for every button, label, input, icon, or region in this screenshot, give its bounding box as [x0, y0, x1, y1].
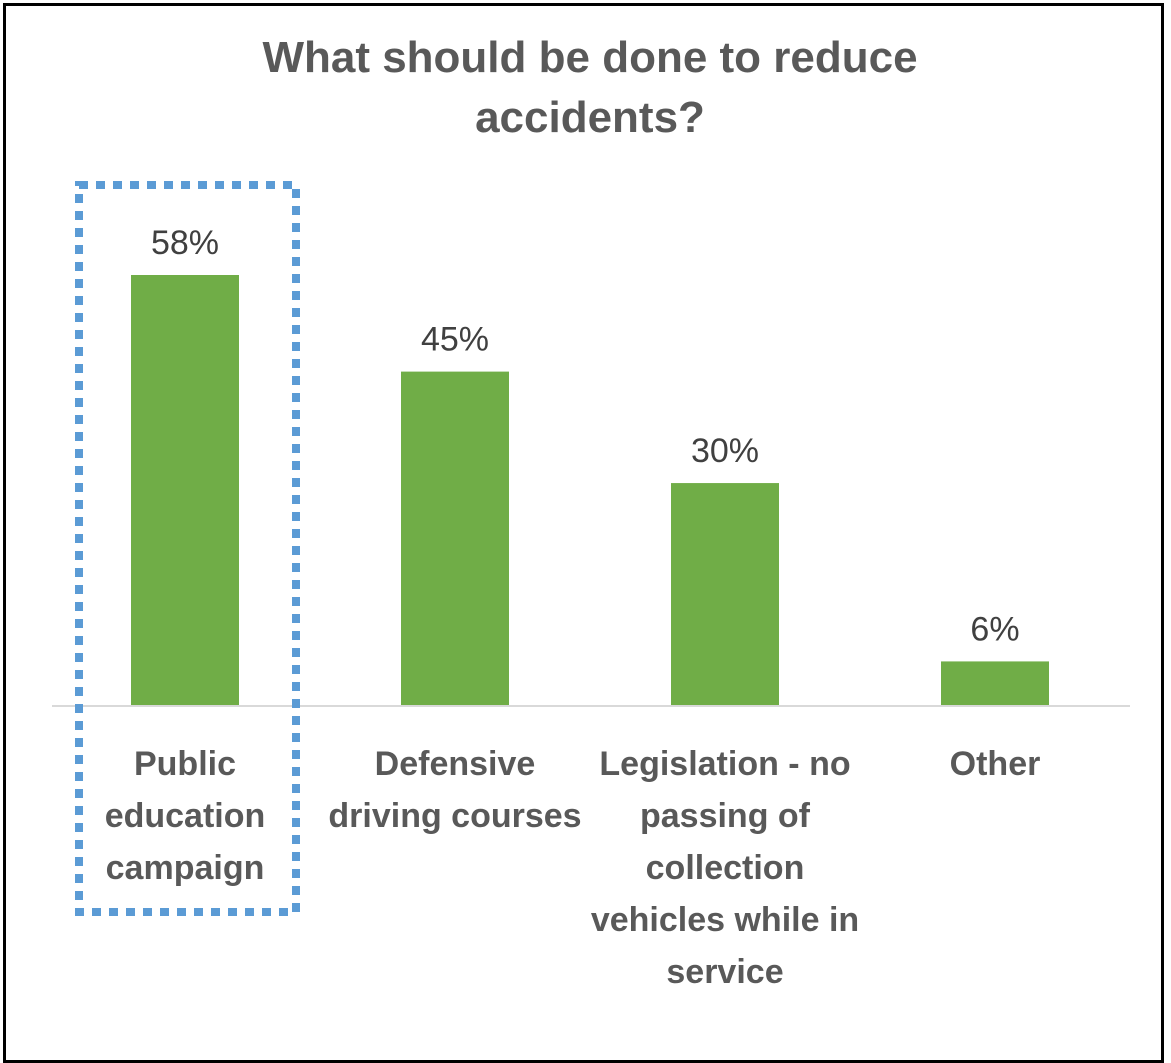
category-label-defensive-driving: Defensive driving courses [328, 745, 582, 835]
bar-legislation-no-passing-of-coll [671, 483, 779, 706]
highlight-box [75, 181, 300, 916]
data-label-other: 6% [970, 610, 1019, 648]
chart-title: What should be done to reduce accidents? [262, 33, 918, 142]
bar-defensive-driving-courses [401, 371, 509, 706]
bars-layer [131, 275, 1049, 706]
bar-chart: 58% 45% 30% 6% [52, 181, 1130, 916]
bar-other [941, 661, 1049, 706]
data-label-public-education-campaign: 58% [151, 224, 219, 262]
category-label-legislation: Legislation - no passing of collection v… [590, 745, 860, 991]
category-label-public-education: Public education campaign [104, 745, 266, 887]
category-label-other: Other [949, 745, 1041, 783]
data-label-legislation-no-passing-of-coll: 30% [691, 432, 759, 470]
bar-public-education-campaign [131, 275, 239, 706]
data-labels-layer: 58% 45% 30% 6% [151, 224, 1020, 648]
data-label-defensive-driving-courses: 45% [421, 321, 489, 359]
